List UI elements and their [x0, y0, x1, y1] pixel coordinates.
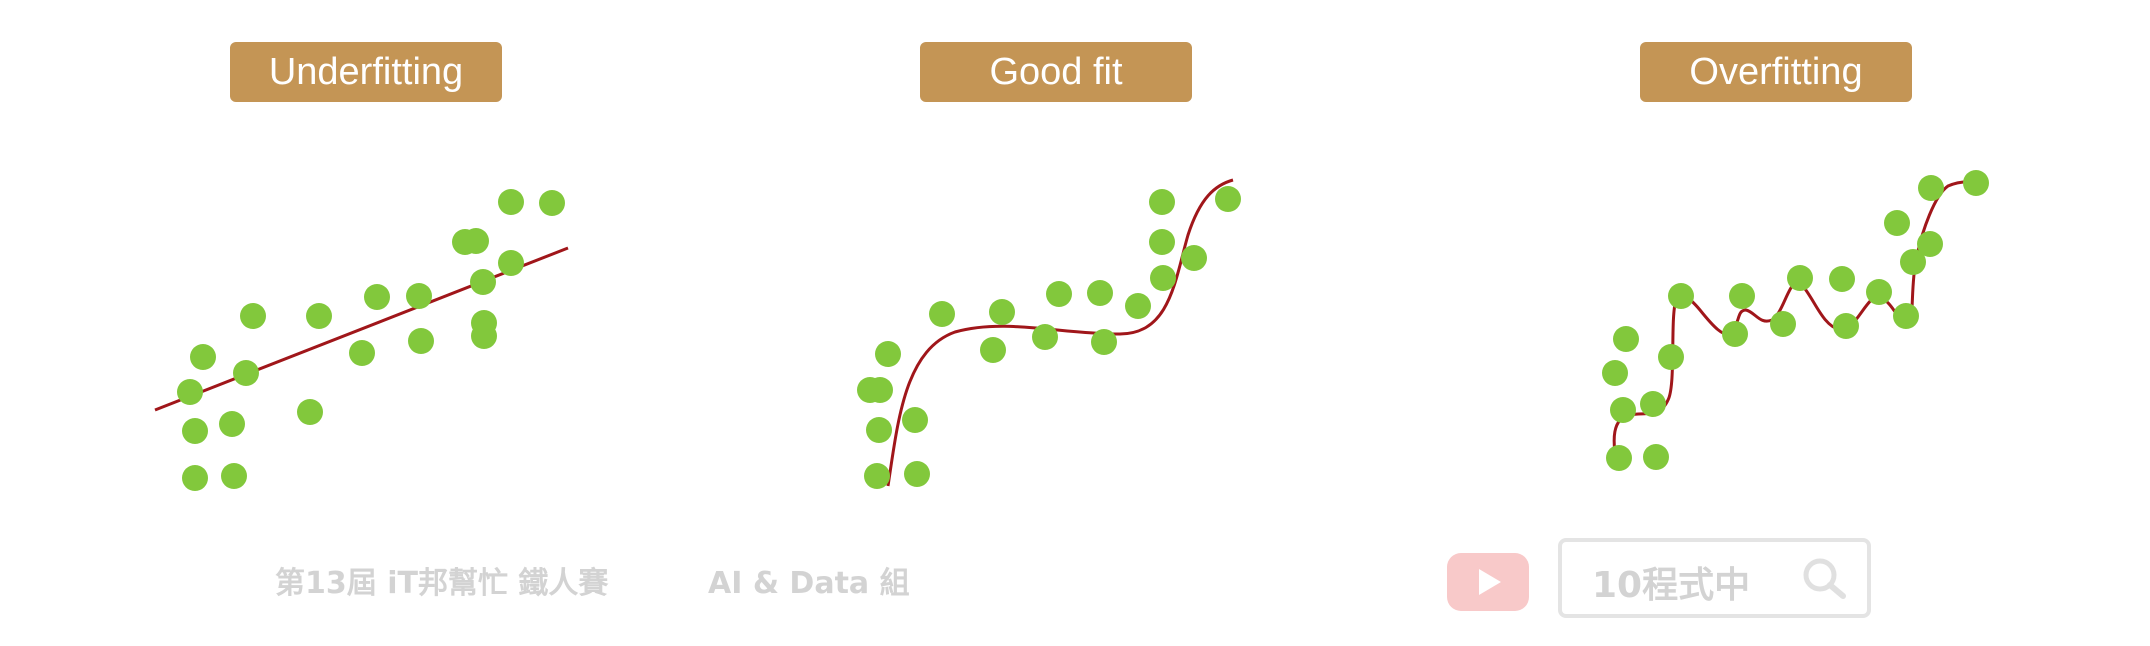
underfitting-data-point [364, 284, 390, 310]
underfitting-fit-curve [154, 246, 569, 412]
overfitting-data-point [1918, 175, 1944, 201]
overfitting-data-point [1900, 249, 1926, 275]
good-fit-data-point [1125, 293, 1151, 319]
overfitting-data-point [1658, 344, 1684, 370]
overfitting-fit-curve [1612, 180, 1983, 466]
channel-name: 10程式中 [1592, 565, 1751, 606]
underfitting-data-point [297, 399, 323, 425]
overfitting-data-point [1963, 170, 1989, 196]
good-fit-data-point [1215, 186, 1241, 212]
overfitting-data-point [1668, 283, 1694, 309]
good-fit-data-point [989, 299, 1015, 325]
underfitting-data-point [221, 463, 247, 489]
overfitting-data-point [1884, 210, 1910, 236]
overfitting-data-point [1613, 326, 1639, 352]
group-watermark: AI & Data 組 [708, 566, 910, 601]
underfitting-data-point [408, 328, 434, 354]
good-fit-data-point [875, 341, 901, 367]
good-fit-data-point [1149, 189, 1175, 215]
overfitting-data-point [1917, 231, 1943, 257]
overfitting-data-point [1602, 360, 1628, 386]
contest-watermark: 第13屆 iT邦幫忙 鐵人賽 [275, 566, 609, 601]
underfitting-data-point [406, 283, 432, 309]
underfitting-data-point [470, 269, 496, 295]
overfitting-data-point [1606, 445, 1632, 471]
good-fit-data-point [1087, 280, 1113, 306]
underfitting-data-point [190, 344, 216, 370]
underfitting-data-point [182, 418, 208, 444]
underfitting-data-point [498, 250, 524, 276]
good-fit-data-point [980, 337, 1006, 363]
good-fit-data-point [902, 407, 928, 433]
good-fit-data-point [929, 301, 955, 327]
overfitting-data-point [1770, 311, 1796, 337]
overfitting-data-point [1640, 391, 1666, 417]
overfitting-data-point [1610, 397, 1636, 423]
underfitting-data-point [240, 303, 266, 329]
good-fit-data-point [866, 417, 892, 443]
good-fit-data-point [1150, 265, 1176, 291]
good-fit-data-point [1091, 329, 1117, 355]
underfitting-data-point [233, 360, 259, 386]
overfitting-data-point [1833, 313, 1859, 339]
overfitting-data-point [1722, 321, 1748, 347]
underfitting-data-point [349, 340, 375, 366]
good-fit-data-point [1046, 281, 1072, 307]
good-fit-data-point [1032, 324, 1058, 350]
good-fit-data-point [1149, 229, 1175, 255]
underfitting-data-point [177, 379, 203, 405]
underfitting-data-point [306, 303, 332, 329]
overfitting-data-point [1729, 283, 1755, 309]
search-icon [1803, 558, 1846, 599]
good-fit-data-point [857, 377, 883, 403]
underfitting-data-point [539, 190, 565, 216]
overfitting-data-point [1866, 279, 1892, 305]
underfitting-data-point [182, 465, 208, 491]
panel-title-good-fit: Good fit [920, 42, 1192, 102]
underfitting-data-point [452, 229, 478, 255]
youtube-play-icon [1447, 553, 1529, 611]
underfitting-data-point [219, 411, 245, 437]
good-fit-data-point [864, 463, 890, 489]
panel-title-overfitting: Overfitting [1640, 42, 1912, 102]
good-fit-data-point [1181, 245, 1207, 271]
good-fit-fit-curve [886, 178, 1234, 487]
overfitting-data-point [1829, 266, 1855, 292]
channel-search-box: 10程式中 [1558, 538, 1871, 618]
overfitting-data-point [1643, 444, 1669, 470]
overfitting-data-point [1893, 303, 1919, 329]
good-fit-data-point [904, 461, 930, 487]
underfitting-data-point [498, 189, 524, 215]
underfitting-data-point [471, 323, 497, 349]
panel-title-underfitting: Underfitting [230, 42, 502, 102]
overfitting-data-point [1787, 265, 1813, 291]
